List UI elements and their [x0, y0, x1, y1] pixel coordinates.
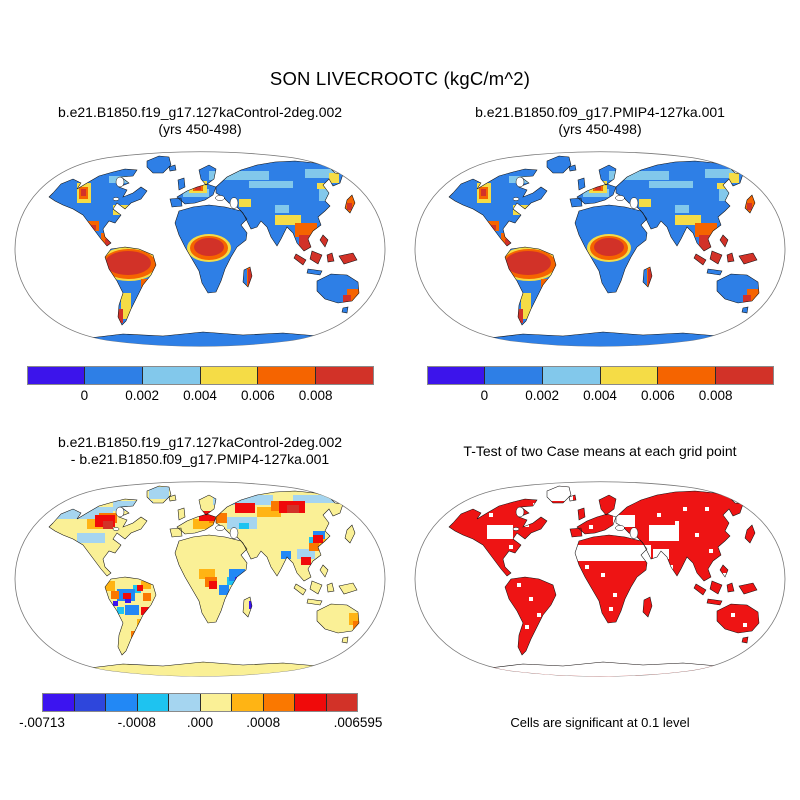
colorbar-tick-label: 0.004 [183, 388, 217, 403]
colorbar-segment [84, 367, 142, 384]
colorbar-segment [714, 367, 773, 384]
colorbar-tick-label: 0.008 [698, 388, 733, 403]
significance-caption: Cells are significant at 0.1 level [510, 715, 690, 730]
world-map-difference [14, 481, 386, 677]
colorbar-tick-label: -.0008 [117, 715, 156, 730]
colorbar-segment [262, 694, 294, 711]
world-map-control [14, 151, 386, 347]
colorbar-tick-label: 0.002 [525, 388, 560, 403]
colorbar-segment [168, 694, 200, 711]
colorbar-segment [231, 694, 263, 711]
colorbar-tick-label: .000 [186, 715, 214, 730]
colorbar-tick-label: 0.008 [298, 388, 333, 403]
panel-top-left: b.e21.B1850.f19_g17.127kaControl-2deg.00… [0, 102, 400, 406]
colorbar-ticks: 0 0.002 0.004 0.006 0.008 [427, 388, 774, 406]
colorbar-ticks: 0 0.002 0.004 0.006 0.008 [27, 388, 374, 406]
colorbar-segment [657, 367, 715, 384]
panel-title: b.e21.B1850.f19_g17.127kaControl-2deg.00… [58, 102, 342, 140]
colorbar-tick-label: 0 [480, 388, 489, 403]
panel-top-right: b.e21.B1850.f09_g17.PMIP4-127ka.001 (yrs… [400, 102, 800, 406]
colorbar-segment [541, 367, 600, 384]
colorbar-segment [141, 367, 200, 384]
colorbar-value [26, 366, 374, 385]
colorbar-tick-label: 0.006 [640, 388, 675, 403]
colorbar-tick-label: .0008 [246, 715, 281, 730]
panel-bottom-right: T-Test of two Case means at each grid po… [400, 432, 800, 733]
page-title: SON LIVECROOTC (kgC/m^2) [269, 68, 531, 89]
colorbar-tick-label: 0.006 [240, 388, 275, 403]
panel-title-line1: b.e21.B1850.f19_g17.127kaControl-2deg.00… [57, 434, 343, 450]
panel-title-line2: (yrs 450-498) [158, 121, 242, 137]
colorbar-tick-label: 0.002 [125, 388, 160, 403]
colorbar-tick-label: 0 [80, 388, 89, 403]
panel-title: b.e21.B1850.f19_g17.127kaControl-2deg.00… [58, 432, 342, 470]
colorbar-ticks: -.00713 -.0008 .000 .0008 .006595 [19, 715, 382, 733]
colorbar-value [426, 366, 774, 385]
colorbar-segment [43, 694, 74, 711]
colorbar-segment [599, 367, 658, 384]
colorbar-wrap: 0 0.002 0.004 0.006 0.008 [426, 366, 774, 406]
colorbar-segment [199, 367, 258, 384]
panel-title-line2: - b.e21.B1850.f09_g17.PMIP4-127ka.001 [70, 451, 330, 467]
world-map-ttest [414, 481, 786, 677]
panel-bottom-left: b.e21.B1850.f19_g17.127kaControl-2deg.00… [0, 432, 400, 733]
colorbar-segment [27, 367, 85, 384]
panel-title-line2: (yrs 450-498) [558, 121, 642, 137]
colorbar-segment [294, 694, 326, 711]
colorbar-segment [199, 694, 231, 711]
world-map-pmip4 [414, 151, 786, 347]
colorbar-segment [427, 367, 485, 384]
colorbar-segment [314, 367, 373, 384]
colorbar-segment [136, 694, 168, 711]
panel-title-line1: T-Test of two Case means at each grid po… [463, 442, 737, 459]
colorbar-tick-label: -.00713 [19, 715, 65, 730]
panel-title-line1: b.e21.B1850.f09_g17.PMIP4-127ka.001 [475, 104, 725, 120]
colorbar-wrap: -.00713 -.0008 .000 .0008 .006595 [19, 693, 382, 733]
panel-grid: b.e21.B1850.f19_g17.127kaControl-2deg.00… [0, 102, 800, 733]
colorbar-wrap: 0 0.002 0.004 0.006 0.008 [26, 366, 374, 406]
colorbar-tick-label: .006595 [333, 715, 383, 730]
colorbar-tick-label: 0.004 [583, 388, 617, 403]
colorbar-segment [105, 694, 137, 711]
colorbar-segment [257, 367, 315, 384]
colorbar-segment [484, 367, 542, 384]
panel-title: b.e21.B1850.f09_g17.PMIP4-127ka.001 (yrs… [475, 102, 725, 140]
colorbar-segment [325, 694, 357, 711]
colorbar-segment [73, 694, 105, 711]
panel-title: T-Test of two Case means at each grid po… [463, 432, 736, 470]
panel-title-line1: b.e21.B1850.f19_g17.127kaControl-2deg.00… [57, 104, 343, 120]
colorbar-difference [42, 693, 358, 712]
